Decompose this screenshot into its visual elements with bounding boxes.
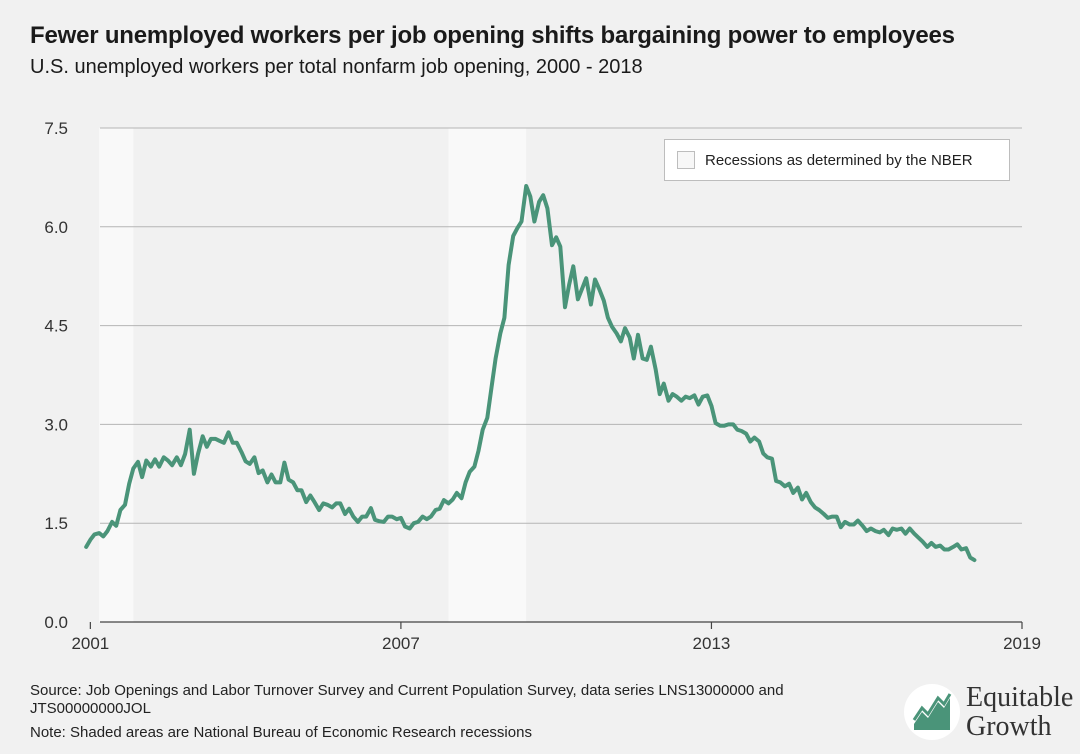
x-tick-label: 2019 xyxy=(1003,634,1041,653)
recession-bands xyxy=(99,128,527,622)
x-tick-label: 2013 xyxy=(693,634,731,653)
legend-label: Recessions as determined by the NBER xyxy=(705,151,973,169)
y-tick-label: 7.5 xyxy=(44,119,68,138)
x-tick-labels: 2001 2007 2013 2019 xyxy=(71,634,1040,653)
line-chart: 0.0 1.5 3.0 4.5 6.0 7.5 2001 2007 2013 2019 xyxy=(44,119,1041,653)
y-gridlines xyxy=(100,127,1022,524)
y-tick-label: 1.5 xyxy=(44,514,68,533)
y-tick-label: 6.0 xyxy=(44,218,68,237)
equitable-growth-logo: Equitable Growth xyxy=(904,676,1074,748)
y-tick-labels: 0.0 1.5 3.0 4.5 6.0 7.5 xyxy=(44,119,68,632)
legend-swatch-recession xyxy=(677,151,695,169)
series-line-0 xyxy=(84,184,977,563)
axes xyxy=(89,621,1023,629)
y-tick-label: 0.0 xyxy=(44,613,68,632)
source-note: Source: Job Openings and Labor Turnover … xyxy=(30,682,784,717)
series-lines xyxy=(84,184,977,563)
x-tick-label: 2007 xyxy=(382,634,420,653)
legend: Recessions as determined by the NBER xyxy=(664,139,1010,181)
logo-line-1: Equitable xyxy=(966,682,1074,713)
recession-band-1 xyxy=(448,128,527,622)
recession-band-0 xyxy=(99,128,134,622)
x-tick-label: 2001 xyxy=(71,634,109,653)
chart-subtitle: U.S. unemployed workers per total nonfar… xyxy=(30,56,643,78)
y-tick-label: 3.0 xyxy=(44,415,68,434)
growth-chart-icon xyxy=(904,684,960,740)
shading-note: Note: Shaded areas are National Bureau o… xyxy=(30,724,532,741)
chart-title: Fewer unemployed workers per job opening… xyxy=(30,22,955,49)
logo-line-2: Growth xyxy=(966,711,1052,742)
y-tick-label: 4.5 xyxy=(44,317,68,336)
